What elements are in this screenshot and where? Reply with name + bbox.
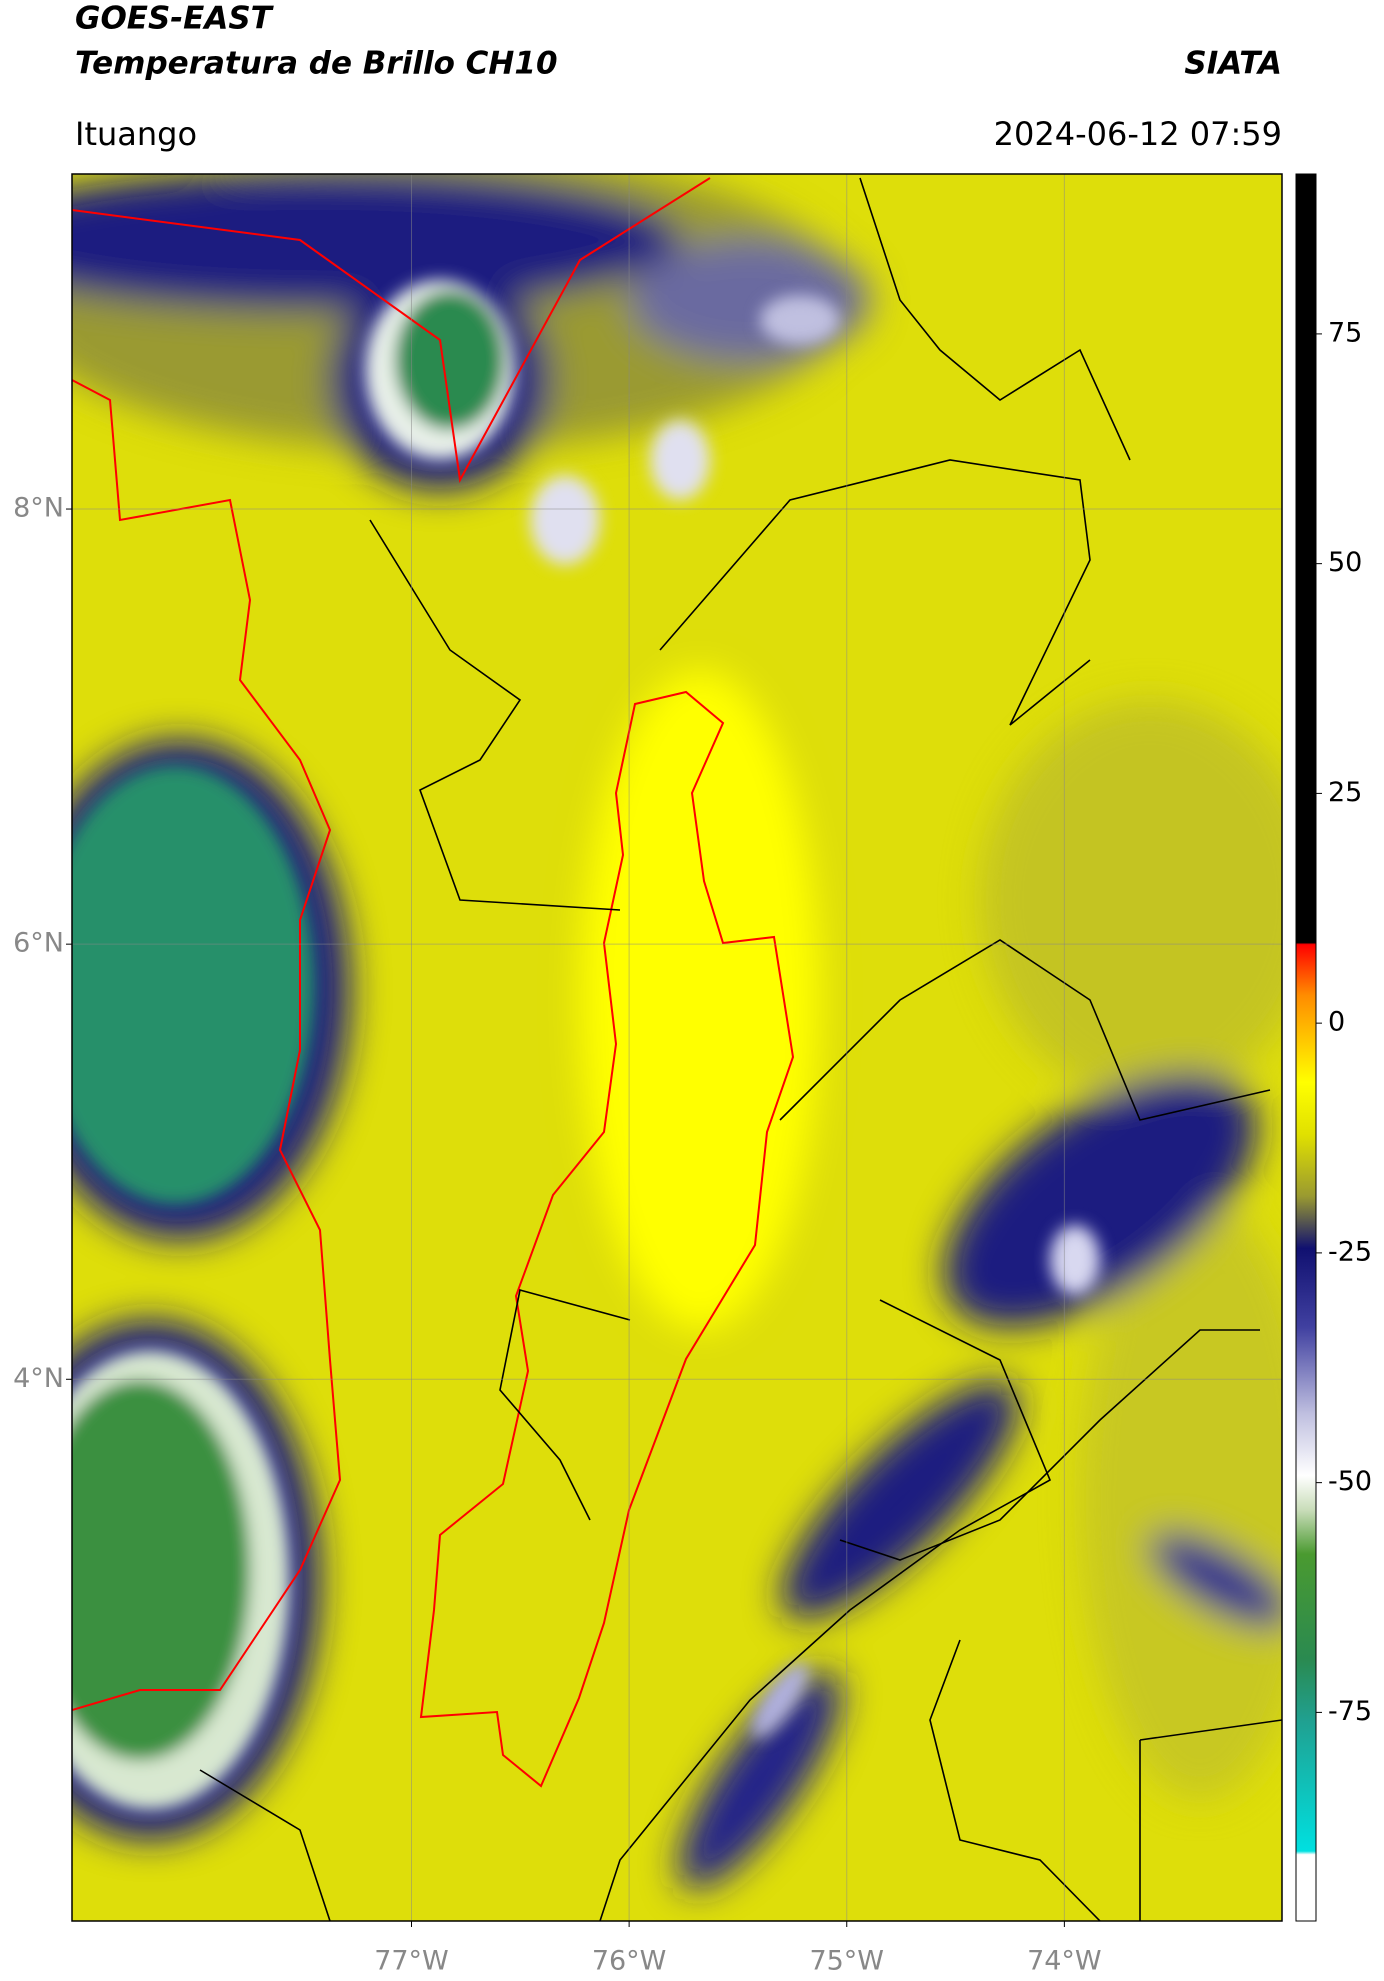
colorbar-label: -75 — [1328, 1696, 1372, 1727]
colorbar-ticks — [1316, 333, 1322, 1713]
x-tick-label: 75°W — [809, 1946, 884, 1977]
x-tick-label: 77°W — [374, 1946, 449, 1977]
y-tick-label: 6°N — [13, 928, 64, 959]
satellite-image — [72, 174, 1282, 1921]
title: GOES-EAST — [75, 1, 275, 37]
brand: SIATA — [1184, 46, 1282, 82]
colorbar-label: 25 — [1328, 777, 1362, 808]
x-tick-label: 76°W — [592, 1946, 667, 1977]
colorbar-label: -25 — [1328, 1236, 1372, 1267]
subtitle: Temperatura de Brillo CH10 — [75, 46, 558, 82]
colorbar-label: -50 — [1328, 1466, 1372, 1497]
colorbar-label: 0 — [1328, 1007, 1345, 1038]
x-tick-label: 74°W — [1027, 1946, 1102, 1977]
graticule — [66, 174, 1282, 1927]
colorbar — [1295, 173, 1317, 1922]
map-frame — [71, 173, 1283, 1922]
location: Ituango — [75, 115, 197, 153]
datetime: 2024-06-12 07:59 — [994, 115, 1282, 153]
colorbar-label: 75 — [1328, 317, 1362, 348]
colorbar-label: 50 — [1328, 547, 1362, 578]
y-tick-label: 8°N — [13, 493, 64, 524]
y-tick-label: 4°N — [13, 1363, 64, 1394]
